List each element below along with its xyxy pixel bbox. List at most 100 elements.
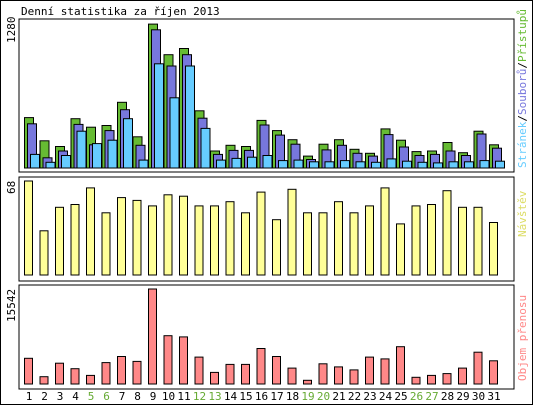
traffic-bar-day-26 (411, 376, 421, 385)
visits-bar-day-27 (427, 204, 436, 276)
visits-bar-day-9 (148, 205, 157, 276)
day-label-27: 27 (425, 390, 438, 403)
visits-bar-day-2 (39, 230, 49, 276)
visits-bar-day-31 (489, 222, 498, 276)
hits-bar-stránek-day-4 (76, 130, 87, 169)
hits-bar-stránek-day-15 (247, 156, 257, 169)
traffic-bar-day-1 (24, 357, 33, 385)
visits-bar-day-19 (303, 212, 312, 276)
hits-bar-stránek-day-30 (479, 160, 490, 169)
visits-bar-day-14 (225, 201, 235, 276)
day-label-25: 25 (394, 390, 407, 403)
visits-bar-day-11 (179, 195, 188, 276)
visits-bar-day-1 (24, 180, 33, 276)
visits-bar-day-12 (194, 205, 204, 276)
traffic-bar-day-10 (163, 335, 173, 385)
visits-bar-day-8 (132, 199, 142, 276)
hits-bar-stránek-day-20 (324, 161, 335, 169)
hits-bar-stránek-day-26 (417, 161, 428, 169)
traffic-bar-day-6 (101, 362, 111, 385)
day-label-1: 1 (26, 390, 33, 403)
traffic-bar-day-27 (427, 374, 436, 385)
traffic-bar-day-25 (396, 346, 405, 385)
hits-bar-stránek-day-8 (138, 159, 149, 169)
traffic-bar-day-18 (287, 367, 297, 385)
day-label-16: 16 (255, 390, 268, 403)
day-label-11: 11 (177, 390, 190, 403)
visits-bar-day-21 (334, 201, 343, 276)
legend-sep-1: / (516, 115, 529, 122)
visits-bar-day-23 (365, 205, 374, 276)
traffic-bar-day-30 (473, 351, 483, 385)
day-label-12: 12 (193, 390, 206, 403)
hits-bar-stránek-day-18 (293, 159, 304, 169)
day-label-29: 29 (456, 390, 469, 403)
visits-bar-day-17 (272, 219, 281, 276)
visits-bar-day-18 (287, 188, 297, 276)
visits-bar-day-29 (458, 206, 467, 276)
traffic-bar-day-24 (380, 358, 390, 385)
traffic-bar-day-20 (318, 363, 328, 385)
visits-bar-day-20 (318, 212, 328, 276)
visits-bar-day-16 (256, 191, 266, 276)
day-label-24: 24 (379, 390, 393, 403)
day-label-4: 4 (72, 390, 79, 403)
hits-bar-stránek-day-11 (185, 65, 195, 169)
hits-ymax-label: 1280 (5, 17, 18, 44)
traffic-bar-day-31 (489, 360, 498, 385)
day-label-8: 8 (134, 390, 141, 403)
traffic-bar-day-16 (256, 348, 266, 385)
traffic-bar-day-22 (349, 369, 359, 385)
hits-bar-stránek-day-3 (61, 155, 71, 169)
legend-visits: Návštěv (516, 190, 529, 237)
traffic-bar-day-3 (55, 362, 64, 385)
legend-hits: Přístupů (516, 9, 529, 62)
day-label-5: 5 (88, 390, 95, 403)
day-labels: 1 2 3 4 5 6 7 8 9 10 11 12 13 14 15 16 17 18 19 20 21 22 23 24 2… (26, 390, 501, 403)
hits-bar-stránek-day-27 (433, 162, 443, 169)
visits-panel (18, 176, 515, 282)
day-label-18: 18 (286, 390, 299, 403)
hits-bar-stránek-day-21 (340, 160, 350, 169)
traffic-bar-day-5 (86, 374, 95, 385)
hits-bar-stránek-day-29 (464, 161, 474, 169)
day-label-21: 21 (332, 390, 345, 403)
legend-sep-2: / (516, 62, 529, 69)
day-label-9: 9 (150, 390, 157, 403)
day-label-13: 13 (208, 390, 221, 403)
traffic-bar-day-9 (148, 288, 157, 385)
traffic-bar-day-13 (210, 371, 219, 385)
hits-bar-stránek-day-24 (386, 158, 397, 169)
day-label-22: 22 (348, 390, 361, 403)
hits-bar-stránek-day-28 (448, 161, 459, 169)
traffic-bar-day-17 (272, 356, 281, 385)
hits-bar-stránek-day-22 (355, 161, 366, 169)
hits-bar-stránek-day-31 (495, 160, 505, 169)
traffic-bar-day-11 (179, 336, 188, 385)
day-label-7: 7 (119, 390, 126, 403)
day-label-28: 28 (441, 390, 454, 403)
day-label-14: 14 (224, 390, 238, 403)
day-label-23: 23 (363, 390, 376, 403)
legend-traffic: Objem přenosu (516, 295, 529, 381)
day-label-6: 6 (103, 390, 110, 403)
traffic-ymax-label: 15542 (5, 289, 18, 322)
visits-bar-day-15 (241, 212, 250, 276)
hits-legend: Stránek/Souborů/Přístupů (516, 9, 529, 168)
traffic-bar-day-8 (132, 360, 142, 385)
visits-bar-day-7 (117, 197, 126, 276)
legend-files: Souborů (516, 69, 529, 115)
day-label-17: 17 (270, 390, 283, 403)
day-label-30: 30 (472, 390, 485, 403)
visits-ymax-label: 68 (5, 181, 18, 194)
day-label-3: 3 (57, 390, 64, 403)
hits-bar-stránek-day-9 (154, 63, 164, 169)
traffic-bar-day-19 (303, 379, 312, 385)
hits-bar-stránek-day-25 (402, 160, 412, 169)
day-label-2: 2 (41, 390, 48, 403)
visits-bar-day-13 (210, 205, 219, 276)
hits-bar-stránek-day-23 (371, 161, 381, 169)
hits-bar-stránek-day-1 (30, 153, 40, 169)
